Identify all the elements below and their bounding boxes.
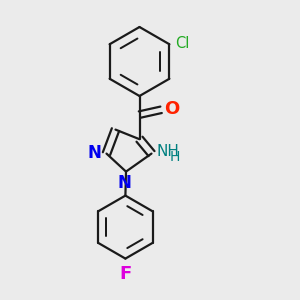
Text: N: N (118, 174, 131, 192)
Text: O: O (164, 100, 179, 118)
Text: F: F (119, 265, 131, 283)
Text: H: H (169, 150, 180, 164)
Text: N: N (87, 144, 101, 162)
Text: NH: NH (156, 144, 179, 159)
Text: Cl: Cl (175, 36, 189, 51)
